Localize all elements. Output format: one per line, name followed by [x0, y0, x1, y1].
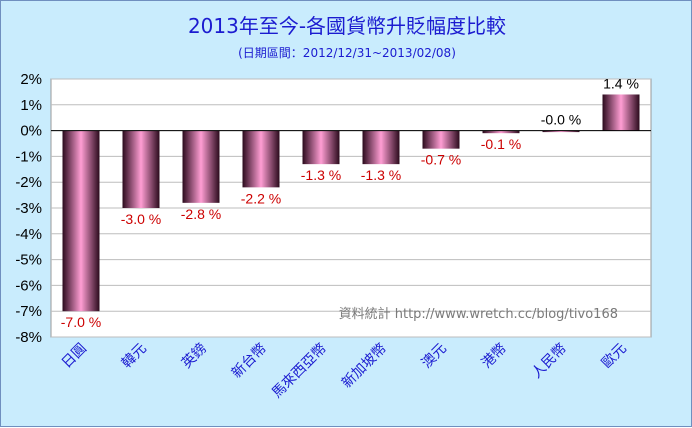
x-tick-label: 馬來西亞幣 [269, 341, 330, 402]
y-tick-label: 2% [20, 71, 42, 88]
y-axis-ticks: 2% 1% 0% -1% -2% -3% -4% -5% -6% -7% -8% [15, 71, 42, 346]
y-tick-label: -2% [15, 174, 42, 191]
y-tick-label: -3% [15, 200, 42, 217]
data-labels: -7.0 % -3.0 % -2.8 % -2.2 % -1.3 % -1.3 % -0.7… [61, 75, 639, 330]
data-label: -3.0 % [121, 211, 161, 227]
x-tick-label: 新台幣 [229, 341, 270, 382]
bar [302, 130, 340, 165]
data-label: -0.0 % [541, 112, 581, 128]
data-label: -1.3 % [301, 167, 341, 183]
y-tick-label: -1% [15, 148, 42, 165]
x-tick-label: 新加坡幣 [339, 341, 390, 392]
y-tick-label: -4% [15, 226, 42, 243]
data-label: 1.4 % [603, 75, 639, 91]
y-tick-label: 1% [20, 97, 42, 114]
x-tick-label: 港幣 [479, 341, 510, 372]
data-label: -1.3 % [361, 167, 401, 183]
bar [362, 130, 400, 165]
bar [62, 130, 100, 312]
y-tick-label: -8% [15, 329, 42, 346]
chart-title: 2013年至今-各國貨幣升貶幅度比較 [188, 14, 506, 38]
x-axis-ticks: 日圓 韓元 英鎊 新台幣 馬來西亞幣 新加坡幣 澳元 港幣 人民幣 歐元 [59, 340, 630, 402]
data-label: -0.7 % [421, 152, 461, 168]
x-tick-label: 歐元 [599, 341, 630, 372]
bar [422, 130, 460, 149]
y-tick-label: -7% [15, 303, 42, 320]
data-label: -2.2 % [241, 190, 281, 206]
x-tick-label: 英鎊 [178, 340, 210, 372]
x-tick-label: 日圓 [59, 341, 90, 372]
bar [122, 130, 160, 208]
x-tick-label: 人民幣 [529, 341, 570, 382]
data-label: -7.0 % [61, 314, 101, 330]
x-tick-label: 澳元 [419, 341, 450, 372]
bar [482, 130, 520, 134]
y-tick-label: 0% [20, 123, 42, 140]
data-label: -2.8 % [181, 206, 221, 222]
bar [182, 130, 220, 203]
x-tick-label: 韓元 [119, 341, 150, 372]
data-label: -0.1 % [481, 136, 521, 152]
bars [62, 94, 640, 312]
chart-subtitle: (日期區間：2012/12/31~2013/02/08) [238, 46, 456, 60]
y-tick-label: -5% [15, 252, 42, 269]
bar [602, 94, 640, 131]
bar [542, 130, 580, 133]
source-note: 資料統計 http://www.wretch.cc/blog/tivo168 [339, 306, 618, 322]
y-tick-label: -6% [15, 277, 42, 294]
gridlines [51, 78, 651, 338]
bar [242, 130, 280, 188]
